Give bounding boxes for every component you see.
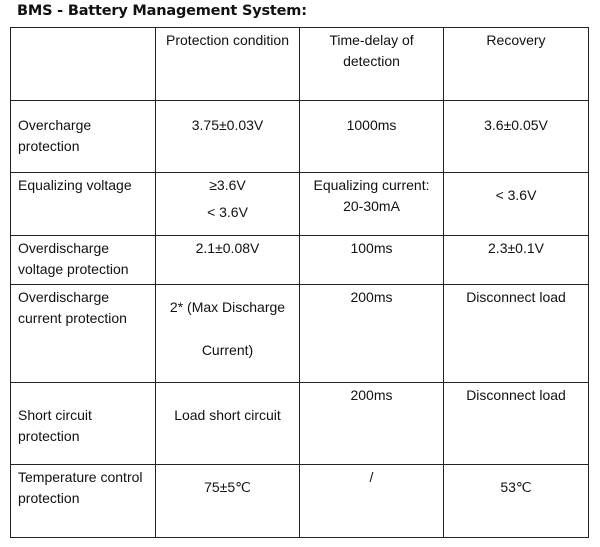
recovery-cell: 3.6±0.05V bbox=[443, 100, 589, 173]
row-label: Short circuit protection bbox=[10, 382, 156, 465]
recovery-cell: 53℃ bbox=[443, 464, 589, 538]
table-row: Overdischarge voltage protection 2.1±0.0… bbox=[10, 235, 589, 285]
header-cell bbox=[10, 27, 156, 101]
table-row: Equalizing voltage ≥3.6V < 3.6V Equalizi… bbox=[10, 172, 589, 236]
table-row: Overcharge protection 3.75±0.03V 1000ms … bbox=[10, 100, 589, 173]
delay-cell: / bbox=[299, 464, 444, 538]
recovery-cell: Disconnect load bbox=[443, 284, 589, 383]
row-label: Overcharge protection bbox=[10, 100, 156, 173]
condition-line: 2* (Max Discharge bbox=[169, 299, 286, 315]
bms-spec-table: Protection condition Time-delay of detec… bbox=[10, 27, 589, 538]
condition-line: < 3.6V bbox=[207, 204, 248, 220]
row-label: Overdischarge current protection bbox=[10, 284, 156, 383]
condition-cell: 2.1±0.08V bbox=[155, 235, 300, 285]
recovery-cell: 2.3±0.1V bbox=[443, 235, 589, 285]
delay-cell: 1000ms bbox=[299, 100, 444, 173]
table-row: Temperature control protection 75±5℃ / 5… bbox=[10, 464, 589, 538]
condition-cell: ≥3.6V < 3.6V bbox=[155, 172, 300, 236]
recovery-cell: < 3.6V bbox=[443, 172, 589, 236]
header-cell: Protection condition bbox=[155, 27, 300, 101]
row-label: Equalizing voltage bbox=[10, 172, 156, 236]
delay-cell: Equalizing current: 20-30mA bbox=[299, 172, 444, 236]
condition-cell: 2* (Max Discharge Current) bbox=[155, 284, 300, 383]
condition-cell: 3.75±0.03V bbox=[155, 100, 300, 173]
table-row: Overdischarge current protection 2* (Max… bbox=[10, 284, 589, 383]
delay-cell: 200ms bbox=[299, 284, 444, 383]
page-title: BMS - Battery Management System: bbox=[17, 3, 307, 19]
row-label: Overdischarge voltage protection bbox=[10, 235, 156, 285]
row-label: Temperature control protection bbox=[10, 464, 156, 538]
delay-cell: 200ms bbox=[299, 382, 444, 465]
condition-line: ≥3.6V bbox=[209, 177, 246, 193]
table-row: Short circuit protection Load short circ… bbox=[10, 382, 589, 465]
condition-cell: Load short circuit bbox=[155, 382, 300, 465]
delay-cell: 100ms bbox=[299, 235, 444, 285]
condition-cell: 75±5℃ bbox=[155, 464, 300, 538]
table-header-row: Protection condition Time-delay of detec… bbox=[10, 27, 589, 101]
condition-line: Current) bbox=[201, 342, 254, 358]
header-cell: Recovery bbox=[443, 27, 589, 101]
header-cell: Time-delay of detection bbox=[299, 27, 444, 101]
recovery-cell: Disconnect load bbox=[443, 382, 589, 465]
